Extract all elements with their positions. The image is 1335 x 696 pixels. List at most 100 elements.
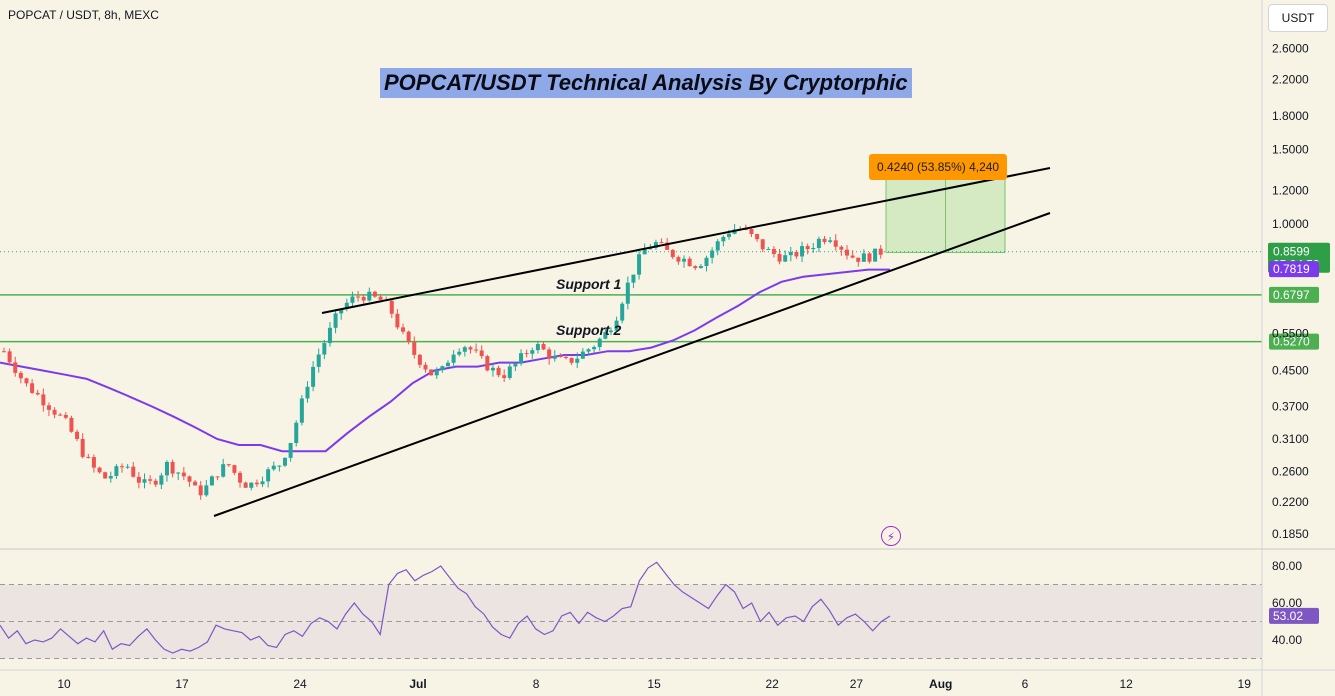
candle-body xyxy=(63,414,68,418)
candle-body xyxy=(507,366,512,378)
candle-body xyxy=(159,475,164,485)
candle-body xyxy=(468,347,473,350)
rsi-tick-label: 40.00 xyxy=(1272,633,1302,647)
candle-body xyxy=(845,249,849,256)
currency-selector[interactable]: USDT xyxy=(1268,4,1328,32)
candle-body xyxy=(7,351,12,363)
candle-body xyxy=(86,456,91,458)
candle-body xyxy=(434,370,439,376)
candle-body xyxy=(474,349,479,351)
time-tick-label: 10 xyxy=(57,677,71,691)
time-tick-label: 6 xyxy=(1022,677,1029,691)
time-tick-label: 8 xyxy=(533,677,540,691)
candle-body xyxy=(721,236,726,242)
candle-body xyxy=(608,330,613,333)
candle-body xyxy=(299,398,304,423)
candle-body xyxy=(552,356,557,359)
ma-price-label: 0.7819 xyxy=(1273,262,1310,276)
candle-body xyxy=(339,308,344,314)
candle-body xyxy=(249,482,254,488)
support-price-tag xyxy=(1269,333,1319,350)
candle-body xyxy=(401,327,406,332)
candle-body xyxy=(788,251,793,256)
candle-body xyxy=(372,291,377,297)
candle-body xyxy=(502,375,507,378)
candle-body xyxy=(24,378,29,384)
candle-body xyxy=(46,405,51,410)
lightning-bolt-icon[interactable]: ⚡ xyxy=(881,526,901,546)
candle-body xyxy=(755,234,760,240)
price-tick-label: 2.6000 xyxy=(1272,42,1309,56)
candle-body xyxy=(108,476,113,479)
candle-body xyxy=(462,347,467,352)
time-tick-label: Aug xyxy=(929,677,952,691)
candle-body xyxy=(575,358,580,363)
rsi-value-tag xyxy=(1269,607,1319,624)
candle-body xyxy=(114,466,119,477)
candle-body xyxy=(490,367,495,371)
candle-body xyxy=(794,251,799,257)
candle-body xyxy=(547,349,552,359)
time-tick-label: 19 xyxy=(1238,677,1252,691)
candle-body xyxy=(625,282,630,304)
candle-body xyxy=(367,291,372,301)
candle-body xyxy=(80,439,85,457)
candle-body xyxy=(75,431,80,440)
candle-body xyxy=(833,240,838,247)
candle-body xyxy=(693,266,698,269)
candle-body xyxy=(597,338,602,347)
candle-body xyxy=(2,351,6,353)
candle-body xyxy=(181,472,186,477)
candle-body xyxy=(805,246,810,250)
candlesticks xyxy=(2,223,883,500)
candle-body xyxy=(316,354,321,367)
candle-body xyxy=(243,482,248,488)
candle-body xyxy=(294,422,299,444)
candle-body xyxy=(322,343,327,355)
candle-body xyxy=(260,481,265,485)
candle-body xyxy=(164,461,169,476)
candle-body xyxy=(670,249,675,258)
rsi-tick-label: 80.00 xyxy=(1272,559,1302,573)
lower-trendline xyxy=(213,212,1051,517)
candle-body xyxy=(417,354,422,365)
candle-body xyxy=(406,331,411,343)
candle-body xyxy=(766,249,771,251)
price-tick-label: 0.4500 xyxy=(1272,364,1309,378)
candle-body xyxy=(513,363,518,367)
candle-body xyxy=(412,342,417,355)
candle-body xyxy=(496,367,501,376)
candle-body xyxy=(710,250,715,258)
candle-body xyxy=(564,356,568,358)
ma-price-tag xyxy=(1269,261,1319,278)
candle-body xyxy=(266,469,271,482)
candle-body xyxy=(131,466,136,477)
chart-title: POPCAT/USDT Technical Analysis By Crypto… xyxy=(380,68,912,98)
candle-body xyxy=(232,465,237,473)
candle-body xyxy=(120,466,125,468)
candle-body xyxy=(311,366,316,387)
candle-body xyxy=(327,327,332,344)
candle-body xyxy=(811,247,816,250)
candle-body xyxy=(13,362,18,373)
candle-body xyxy=(18,372,23,379)
candle-body xyxy=(41,394,46,406)
support-price-label: 0.6797 xyxy=(1273,288,1310,302)
candle-body xyxy=(839,246,844,250)
candle-body xyxy=(580,351,585,359)
time-tick-label: 15 xyxy=(647,677,661,691)
candle-body xyxy=(603,332,608,339)
candle-body xyxy=(170,461,175,474)
rsi-tick-label: 60.00 xyxy=(1272,596,1302,610)
candle-body xyxy=(873,248,878,262)
candle-body xyxy=(344,302,349,309)
target-range-label: 0.4240 (53.85%) 4,240 xyxy=(869,154,1008,180)
candle-body xyxy=(558,356,563,358)
time-tick-label: 22 xyxy=(765,677,779,691)
candle-body xyxy=(215,476,220,478)
candle-body xyxy=(97,467,102,473)
moving-average xyxy=(0,268,890,453)
candle-body xyxy=(704,257,709,267)
